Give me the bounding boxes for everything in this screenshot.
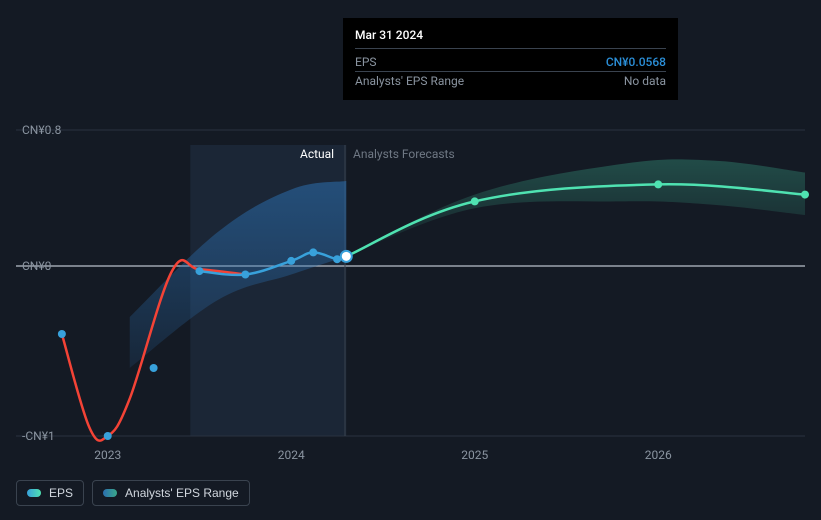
- legend-item-label: Analysts' EPS Range: [125, 486, 239, 500]
- tooltip-row-value: No data: [624, 74, 666, 88]
- x-tick-label: 2025: [461, 448, 488, 462]
- x-tick-label: 2023: [94, 448, 121, 462]
- x-tick-label: 2026: [645, 448, 672, 462]
- legend-item-eps[interactable]: EPS: [16, 480, 84, 506]
- section-label-forecast: Analysts Forecasts: [353, 147, 455, 161]
- y-tick-label: CN¥0: [22, 259, 51, 273]
- tooltip-rows: EPS CN¥0.0568 Analysts' EPS Range No data: [355, 53, 666, 90]
- y-tick-label: -CN¥1: [22, 429, 55, 443]
- chart-container: Mar 31 2024 EPS CN¥0.0568 Analysts' EPS Ra…: [0, 0, 821, 520]
- y-tick-label: CN¥0.8: [22, 123, 61, 137]
- legend-swatch-icon: [27, 489, 41, 497]
- tooltip-row: Analysts' EPS Range No data: [355, 72, 666, 90]
- tooltip-row-value: CN¥0.0568: [606, 55, 666, 69]
- legend-swatch-icon: [103, 489, 117, 497]
- legend-item-label: EPS: [49, 486, 73, 500]
- legend-item-range[interactable]: Analysts' EPS Range: [92, 480, 250, 506]
- legend-bar: EPS Analysts' EPS Range: [16, 480, 250, 506]
- section-label-actual: Actual: [300, 147, 334, 161]
- tooltip-row-label: Analysts' EPS Range: [355, 74, 464, 88]
- tooltip-row: EPS CN¥0.0568: [355, 53, 666, 72]
- x-tick-label: 2024: [278, 448, 305, 462]
- tooltip-date: Mar 31 2024: [355, 28, 666, 49]
- tooltip-row-label: EPS: [355, 55, 377, 69]
- chart-tooltip: Mar 31 2024 EPS CN¥0.0568 Analysts' EPS Ra…: [343, 18, 678, 100]
